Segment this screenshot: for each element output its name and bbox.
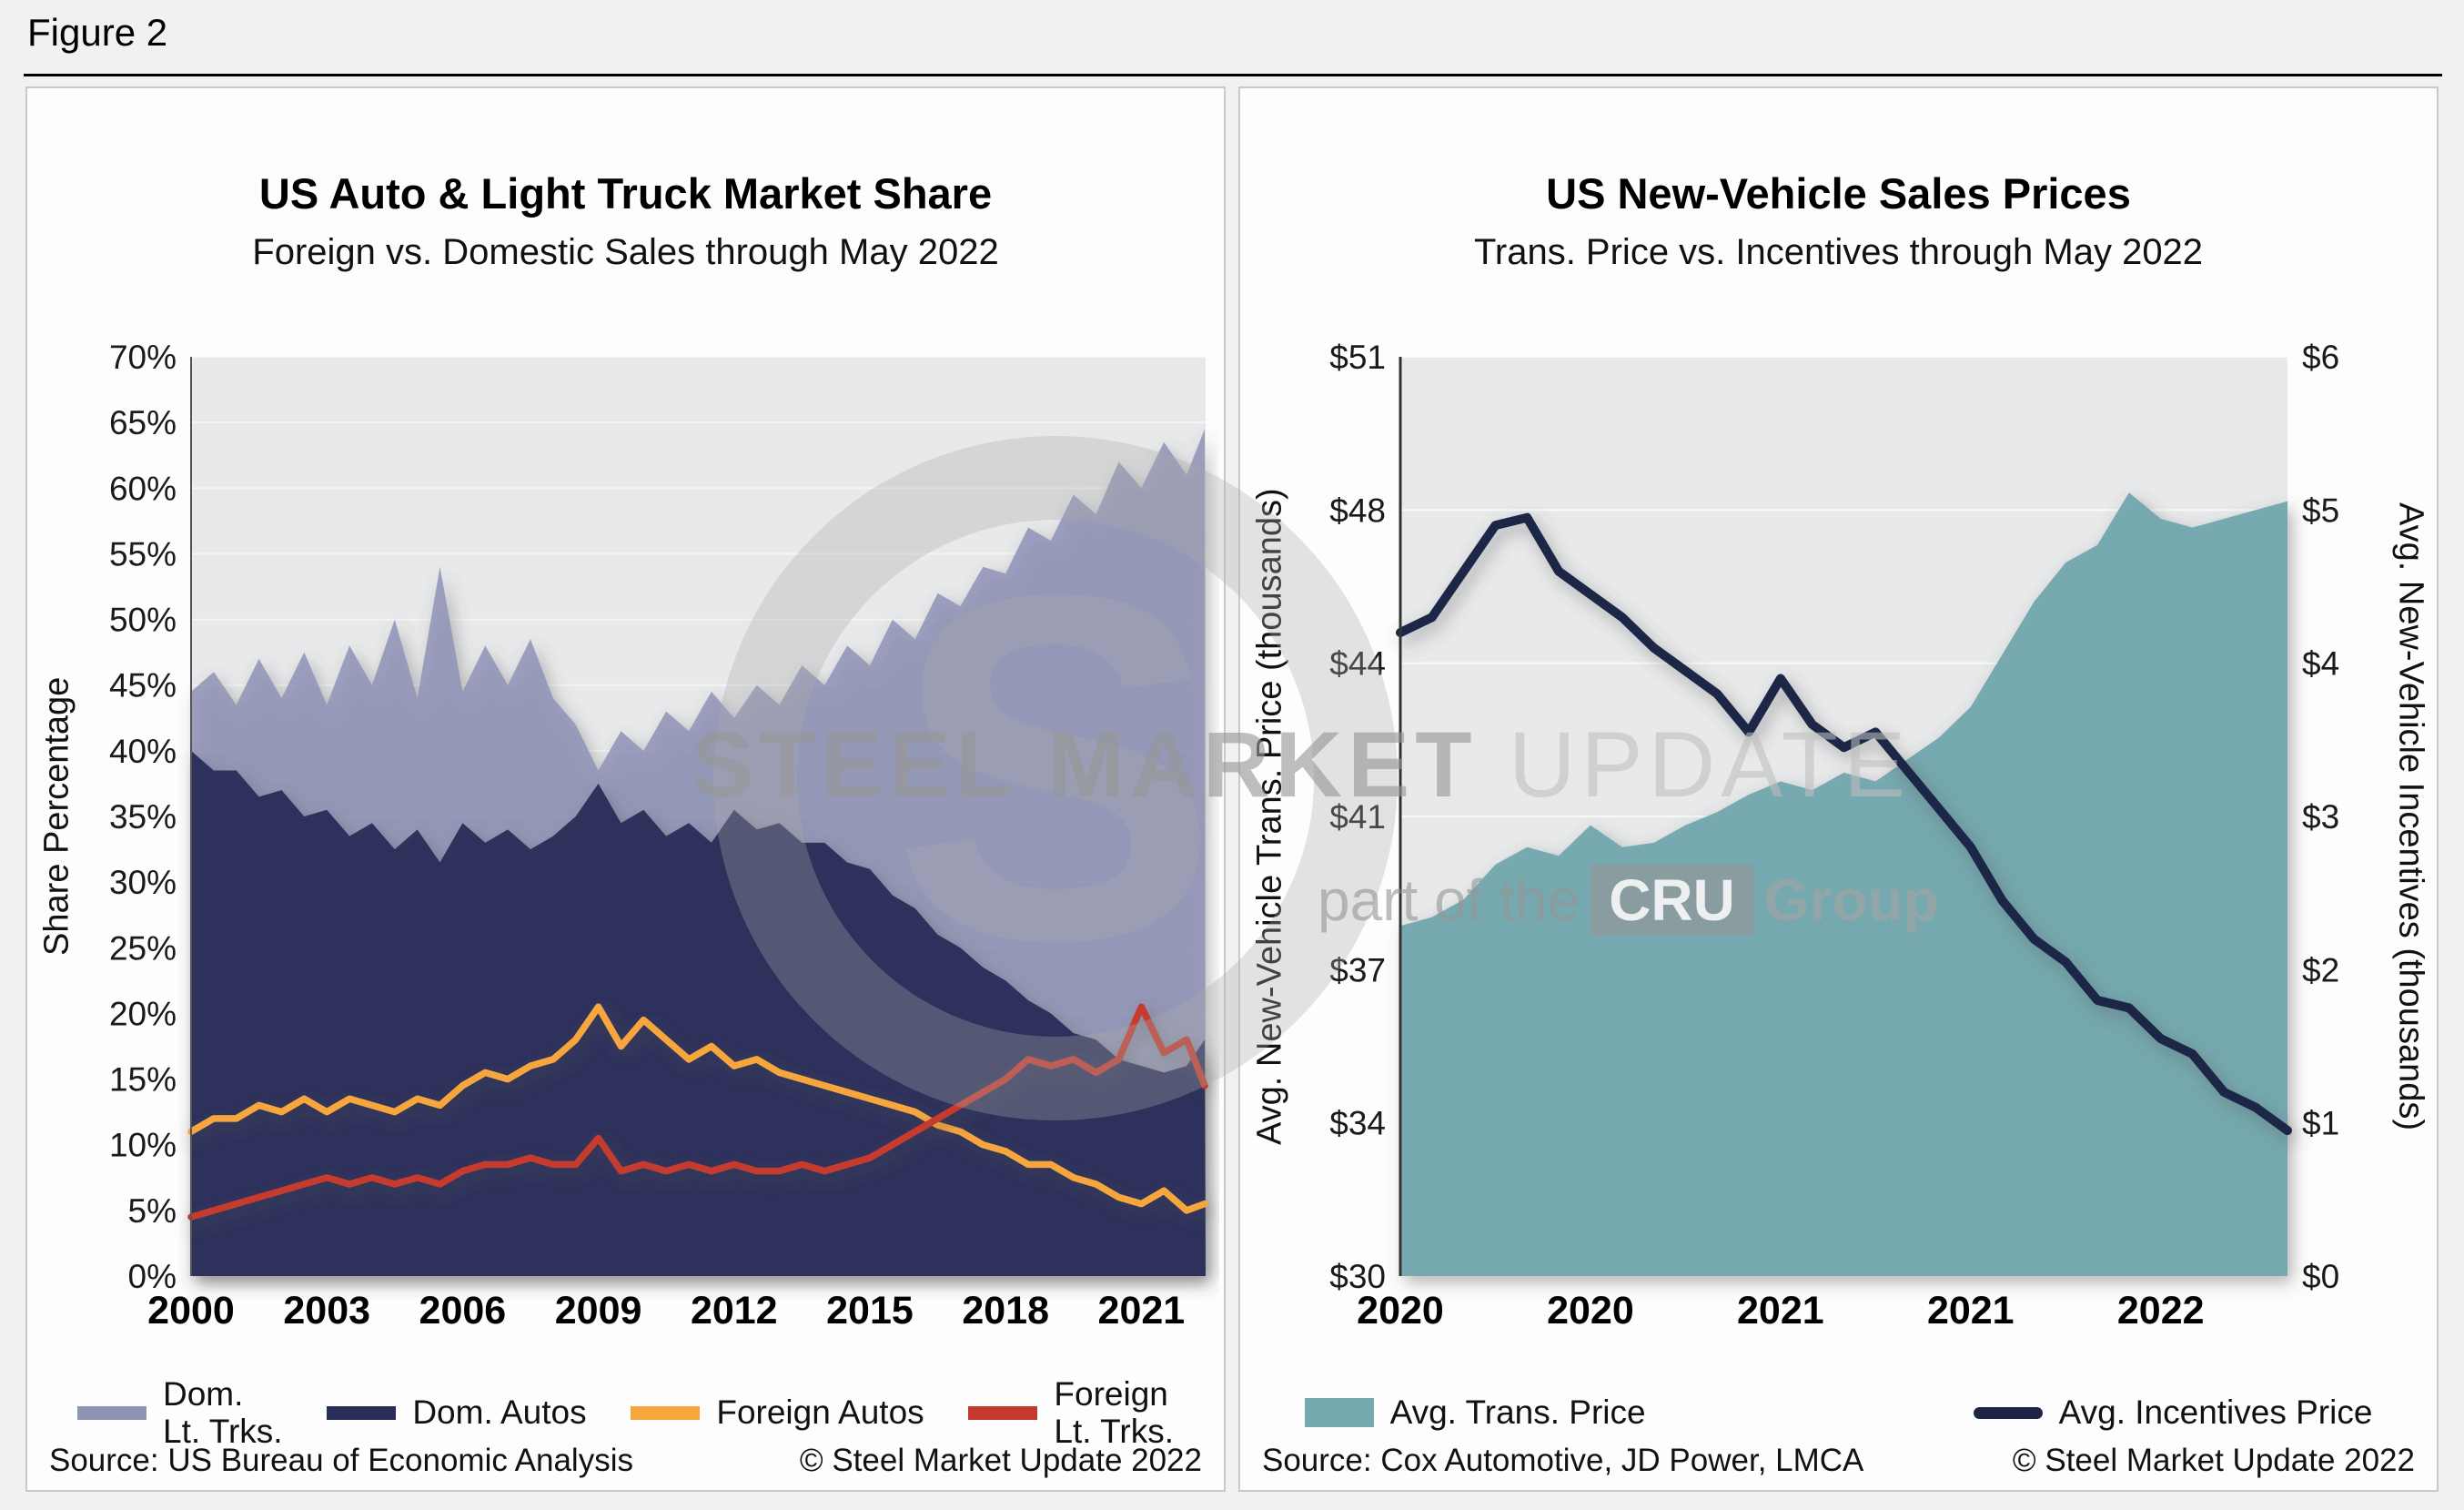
svg-text:20%: 20% bbox=[109, 995, 177, 1032]
svg-text:$34: $34 bbox=[1329, 1105, 1386, 1142]
avg-trans-price-swatch bbox=[1304, 1398, 1374, 1427]
avg-incentives-price-label: Avg. Incentives Price bbox=[2058, 1393, 2373, 1432]
sales-prices-copyright: © Steel Market Update 2022 bbox=[2012, 1443, 2415, 1478]
figure-title-rule bbox=[24, 74, 2442, 76]
svg-text:2021: 2021 bbox=[1098, 1289, 1186, 1333]
svg-text:45%: 45% bbox=[109, 667, 177, 704]
svg-text:2000: 2000 bbox=[147, 1289, 235, 1333]
legend-item-avg-trans-price: Avg. Trans. Price bbox=[1304, 1393, 1646, 1432]
dom-autos-swatch bbox=[327, 1405, 397, 1420]
svg-text:$30: $30 bbox=[1329, 1258, 1386, 1295]
market-share-copyright: © Steel Market Update 2022 bbox=[799, 1443, 1202, 1478]
trans-price-axis-title: Avg. New-Vehicle Trans. Price (thousands… bbox=[1250, 488, 1289, 1145]
sales-prices-panel: US New-Vehicle Sales Prices Trans. Price… bbox=[1238, 86, 2439, 1492]
svg-text:$1: $1 bbox=[2302, 1105, 2339, 1142]
svg-text:2020: 2020 bbox=[1357, 1289, 1444, 1333]
svg-text:2006: 2006 bbox=[419, 1289, 507, 1333]
svg-text:$3: $3 bbox=[2302, 798, 2339, 836]
sales-prices-source: Source: Cox Automotive, JD Power, LMCA bbox=[1262, 1443, 1864, 1478]
svg-text:2015: 2015 bbox=[826, 1289, 914, 1333]
sales-prices-plot: $30 $0 $34 $1 $37 $2 $41 $3 $44 $4 $48 $5 $51 $6 2020 2… bbox=[1329, 339, 2339, 1333]
foreign-autos-label: Foreign Autos bbox=[716, 1393, 924, 1432]
panels: US Auto & Light Truck Market Share Forei… bbox=[25, 86, 2439, 1492]
svg-text:$5: $5 bbox=[2302, 492, 2339, 529]
svg-text:25%: 25% bbox=[109, 929, 177, 967]
incentives-axis-title: Avg. New-Vehicle Incentives (thousands) bbox=[2391, 502, 2430, 1130]
svg-text:$4: $4 bbox=[2302, 645, 2339, 683]
sales-prices-legend: Avg. Trans. Price Avg. Incentives Price bbox=[1240, 1367, 2437, 1458]
svg-text:$51: $51 bbox=[1329, 339, 1386, 376]
sales-prices-title: US New-Vehicle Sales Prices bbox=[1546, 169, 2131, 218]
foreign-autos-swatch bbox=[631, 1405, 701, 1420]
svg-text:2021: 2021 bbox=[1737, 1289, 1824, 1333]
market-share-legend: Dom. Lt. Trks. Dom. Autos Foreign Autos … bbox=[27, 1367, 1224, 1458]
svg-text:5%: 5% bbox=[128, 1192, 177, 1230]
svg-text:0%: 0% bbox=[128, 1258, 177, 1295]
legend-item-dom-lt-trks: Dom. Lt. Trks. bbox=[77, 1375, 283, 1451]
legend-item-dom-autos: Dom. Autos bbox=[327, 1393, 587, 1432]
svg-text:2018: 2018 bbox=[962, 1289, 1049, 1333]
svg-text:2021: 2021 bbox=[1927, 1289, 2015, 1333]
svg-text:2009: 2009 bbox=[555, 1289, 642, 1333]
sales-prices-subtitle: Trans. Price vs. Incentives through May … bbox=[1473, 232, 2204, 272]
svg-text:40%: 40% bbox=[109, 733, 177, 770]
svg-text:2022: 2022 bbox=[2117, 1289, 2205, 1333]
market-share-footer: Source: US Bureau of Economic Analysis ©… bbox=[49, 1443, 1202, 1479]
market-share-subtitle: Foreign vs. Domestic Sales through May 2… bbox=[252, 232, 999, 272]
svg-text:2003: 2003 bbox=[283, 1289, 370, 1333]
svg-text:70%: 70% bbox=[109, 339, 177, 376]
svg-text:65%: 65% bbox=[109, 404, 177, 441]
market-share-title: US Auto & Light Truck Market Share bbox=[258, 169, 993, 218]
svg-text:30%: 30% bbox=[109, 864, 177, 901]
avg-incentives-price-swatch bbox=[1973, 1406, 2043, 1419]
svg-text:$0: $0 bbox=[2302, 1258, 2339, 1295]
svg-text:$44: $44 bbox=[1329, 645, 1386, 683]
dom-lt-trks-label: Dom. Lt. Trks. bbox=[163, 1374, 283, 1450]
svg-text:$37: $37 bbox=[1329, 951, 1386, 988]
figure-label: Figure 2 bbox=[27, 11, 168, 54]
svg-text:15%: 15% bbox=[109, 1061, 177, 1099]
sales-prices-footer: Source: Cox Automotive, JD Power, LMCA ©… bbox=[1262, 1443, 2415, 1479]
legend-item-avg-incentives-price: Avg. Incentives Price bbox=[1973, 1393, 2373, 1432]
dom-lt-trks-swatch bbox=[77, 1405, 146, 1420]
market-share-panel: US Auto & Light Truck Market Share Forei… bbox=[25, 86, 1226, 1492]
svg-text:$2: $2 bbox=[2302, 951, 2339, 988]
foreign-lt-trks-swatch bbox=[968, 1405, 1038, 1420]
svg-text:$48: $48 bbox=[1329, 492, 1386, 529]
foreign-lt-trks-label: Foreign Lt. Trks. bbox=[1054, 1374, 1174, 1450]
avg-trans-price-label: Avg. Trans. Price bbox=[1389, 1393, 1646, 1432]
svg-text:2012: 2012 bbox=[691, 1289, 778, 1333]
svg-text:55%: 55% bbox=[109, 535, 177, 573]
legend-item-foreign-lt-trks: Foreign Lt. Trks. bbox=[968, 1375, 1174, 1451]
dom-autos-label: Dom. Autos bbox=[412, 1393, 587, 1432]
market-share-source: Source: US Bureau of Economic Analysis bbox=[49, 1443, 633, 1478]
svg-text:2020: 2020 bbox=[1547, 1289, 1634, 1333]
svg-text:$41: $41 bbox=[1329, 798, 1386, 836]
svg-text:10%: 10% bbox=[109, 1127, 177, 1164]
svg-text:$6: $6 bbox=[2302, 339, 2339, 376]
svg-text:60%: 60% bbox=[109, 470, 177, 507]
legend-item-foreign-autos: Foreign Autos bbox=[631, 1393, 924, 1431]
svg-text:35%: 35% bbox=[109, 798, 177, 836]
market-share-plot: 0% 5% 10% 15% 20% 25% 30% 35% 40% 45% 50% 55% 60% 65%… bbox=[109, 339, 1208, 1333]
svg-text:50%: 50% bbox=[109, 602, 177, 639]
